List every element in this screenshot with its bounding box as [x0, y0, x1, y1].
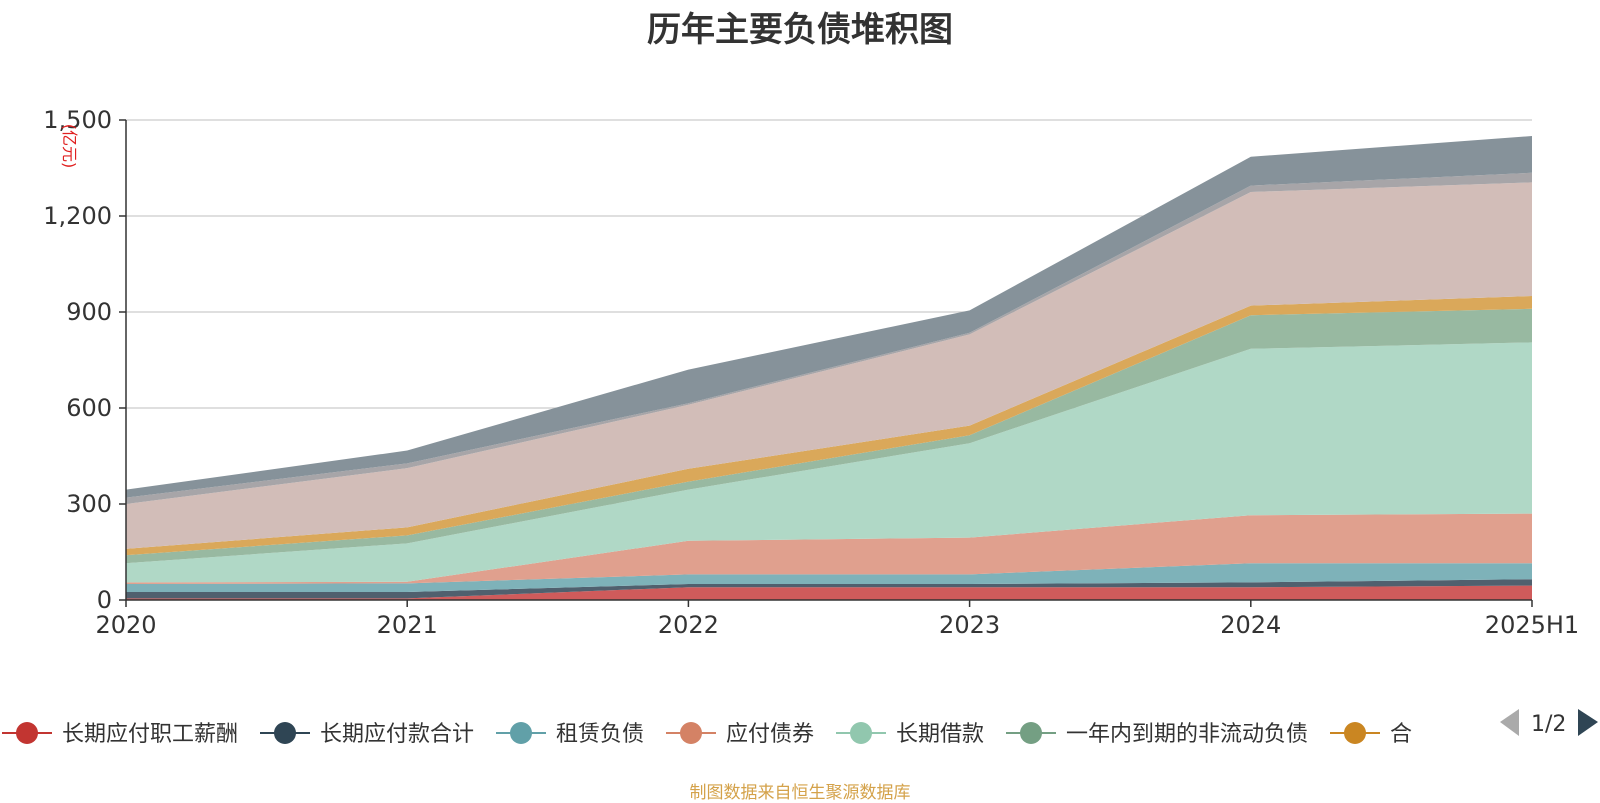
x-tick-label: 2021: [377, 611, 438, 639]
source-note: 制图数据来自恒生聚源数据库: [689, 783, 911, 803]
legend-page-indicator: 1/2: [1531, 712, 1566, 737]
legend: 长期应付职工薪酬 长期应付款合计 租赁负债 应付债券 长期借款 一年内到期的非流动负债 合: [2, 722, 1412, 747]
legend-marker[interactable]: [680, 722, 702, 744]
legend-item-label[interactable]: 租赁负债: [556, 722, 644, 747]
area-series-6: [126, 308, 1532, 564]
y-axis-unit-label: (亿元): [60, 124, 79, 169]
legend-marker[interactable]: [850, 722, 872, 744]
legend-item-label[interactable]: 长期应付职工薪酬: [62, 722, 238, 747]
x-tick-label: 2024: [1220, 611, 1281, 639]
legend-marker[interactable]: [16, 722, 38, 744]
area-series-8: [126, 182, 1532, 549]
legend-item-label[interactable]: 应付债券: [726, 722, 814, 747]
area-series-5: [126, 342, 1532, 583]
area-series-1: [126, 585, 1532, 600]
x-tick-label: 2023: [939, 611, 1000, 639]
legend-item-label[interactable]: 合: [1390, 722, 1412, 747]
legend-item-label[interactable]: 长期借款: [896, 722, 984, 747]
x-tick-label: 2020: [95, 611, 156, 639]
area-series-2: [126, 579, 1532, 599]
legend-marker[interactable]: [1020, 722, 1042, 744]
legend-next-page-icon[interactable]: [1578, 709, 1598, 736]
x-tick-label: 2025H1: [1485, 611, 1579, 639]
legend-marker[interactable]: [510, 722, 532, 744]
y-tick-label: 300: [66, 490, 112, 518]
y-tick-label: 1,200: [43, 202, 112, 230]
area-series-3: [126, 563, 1532, 592]
legend-prev-page-icon[interactable]: [1500, 709, 1519, 736]
area-series-10: [126, 136, 1532, 498]
legend-item-label[interactable]: 长期应付款合计: [320, 722, 474, 747]
legend-marker[interactable]: [1344, 722, 1366, 744]
area-series-4: [126, 513, 1532, 584]
y-tick-label: 900: [66, 298, 112, 326]
x-tick-label: 2022: [658, 611, 719, 639]
y-tick-label: 0: [97, 586, 112, 614]
y-tick-label: 600: [66, 394, 112, 422]
area-series: [126, 136, 1532, 600]
axes: 0 300 600 900 1,200 1,500 2020 2021 2022 2023 2024…: [43, 106, 1579, 639]
y-tick-label: 1,500: [43, 106, 112, 134]
chart-title: 历年主要负债堆积图: [647, 10, 953, 50]
legend-item-label[interactable]: 一年内到期的非流动负债: [1066, 722, 1308, 747]
legend-marker[interactable]: [274, 722, 296, 744]
